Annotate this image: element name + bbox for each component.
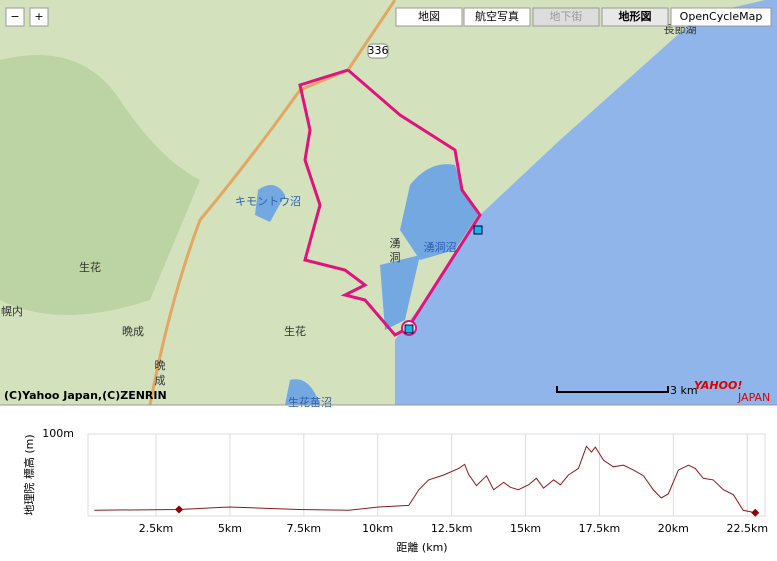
x-tick-label: 2.5km [139,522,174,535]
route-number: 336 [368,44,389,57]
place-label: 成 [155,374,166,387]
map-type-label[interactable]: OpenCycleMap [680,10,763,23]
x-tick-label: 15km [510,522,541,535]
y-tick-label: 100m [42,427,74,440]
point-marker [751,508,760,517]
map: 336 キモントウ沼湧洞沼湧洞生花生花晩成晩成幌内生花苗沼長節湖 − + 地図航… [0,0,777,409]
waypoint [473,225,483,235]
x-axis-label: 距離 (km) [396,540,447,554]
zoom-out[interactable] [5,7,25,27]
map-type-button[interactable] [601,7,669,27]
lake [400,164,478,260]
zoom-in[interactable] [29,7,49,27]
logo-sub: JAPAN [737,391,770,404]
map-type-button[interactable] [670,7,772,27]
scale-bar [556,386,669,393]
place-label: 洞 [390,251,401,264]
scale-label: 3 km [670,384,698,397]
x-tick-label: 22.5km [726,522,768,535]
x-tick-label: 20km [658,522,689,535]
place-label: 幌内 [1,304,23,318]
place-label: 生花苗沼 [288,395,332,409]
place-label: 湧 [390,237,401,250]
lake [255,185,285,222]
place-label: 晩成 [122,325,144,338]
y-axis-label: 地理院 標高 (m) [22,434,36,515]
map-type-label[interactable]: 地下街 [550,9,583,23]
map-type-label[interactable]: 地形図 [619,9,652,23]
place-label: 湧洞沼 [424,240,457,254]
map-type-label[interactable]: 地図 [418,10,440,23]
map-type-button[interactable] [395,7,463,27]
place-label: 晩 [155,359,166,372]
x-tick-label: 17.5km [579,522,621,535]
place-label: 生花 [284,324,306,338]
zoom-out-label[interactable]: − [10,10,19,23]
hills [0,55,200,315]
copyright: (C)Yahoo Japan,(C)ZENRIN [4,389,167,402]
place-label: キモントウ沼 [235,194,301,208]
lake [380,255,420,330]
logo: YAHOO! [694,379,742,392]
sea [395,0,777,405]
elevation-line [94,445,756,514]
zoom-in-label[interactable]: + [34,10,43,23]
map-type-button[interactable] [463,7,531,27]
x-tick-label: 7.5km [287,522,322,535]
map-type-label[interactable]: 航空写真 [475,9,519,23]
x-tick-label: 10km [362,522,393,535]
x-tick-label: 12.5km [431,522,473,535]
place-label: 生花 [79,260,101,274]
start-icon [404,324,414,334]
map-type-button[interactable] [532,7,600,27]
route [298,68,482,337]
route-shield [367,43,389,59]
lake [285,379,320,405]
point-marker [175,505,184,514]
road [148,0,397,406]
x-tick-label: 5km [218,522,242,535]
plot-frame [87,433,766,517]
